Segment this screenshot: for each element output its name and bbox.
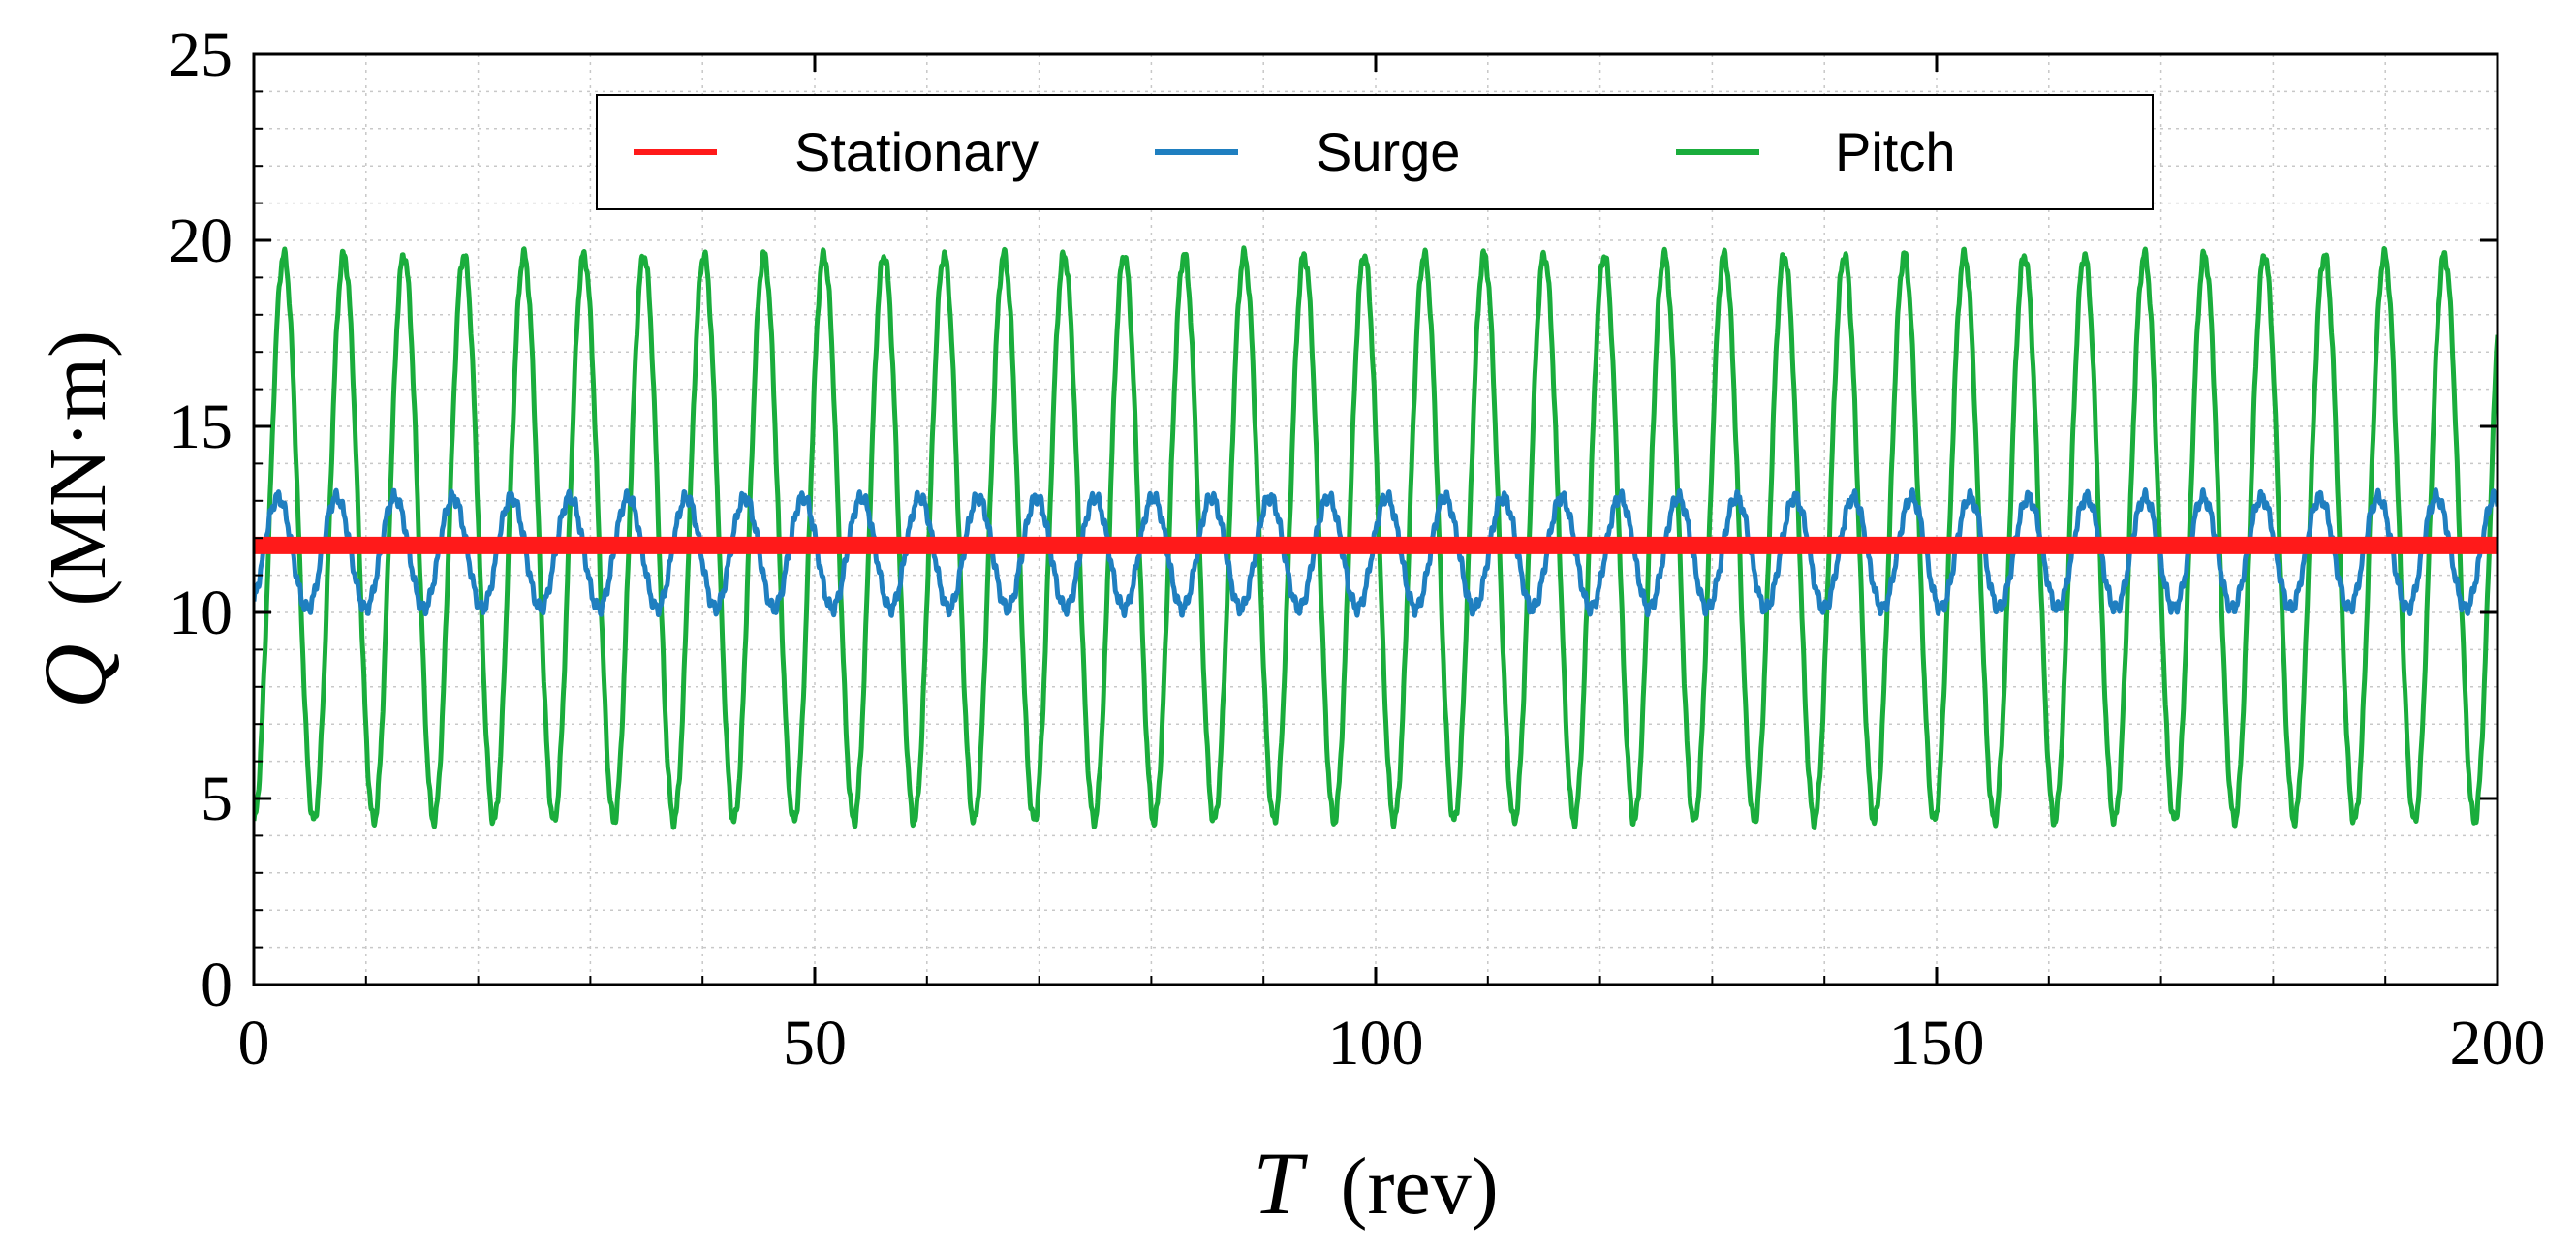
y-tick-label: 15 (169, 391, 233, 462)
y-axis-unit: (MN·m) (33, 330, 123, 607)
x-tick-label: 100 (1328, 1008, 1424, 1079)
x-axis-symbol: T (1253, 1134, 1308, 1233)
x-axis-title: T (rev) (1253, 1134, 1498, 1233)
tick-labels: 0 50 100 150 200 0 5 10 15 20 25 (169, 19, 2546, 1079)
legend-label-surge: Surge (1316, 121, 1460, 182)
x-tick-label: 0 (238, 1008, 270, 1079)
x-tick-label: 50 (783, 1008, 847, 1079)
y-tick-label: 20 (169, 205, 233, 276)
y-tick-label: 25 (169, 19, 233, 90)
x-tick-label: 200 (2450, 1008, 2546, 1079)
legend: Stationary Surge Pitch (596, 94, 2154, 210)
y-axis-title: Q (MN·m) (25, 330, 124, 708)
x-axis-unit: (rev) (1340, 1142, 1498, 1232)
y-axis-symbol: Q (25, 644, 124, 708)
series-surge (254, 487, 2498, 619)
legend-box (596, 94, 2154, 210)
y-tick-label: 5 (201, 764, 233, 834)
y-tick-label: 0 (201, 950, 233, 1020)
series-pitch (254, 245, 2498, 830)
series-layer (254, 245, 2498, 830)
y-tick-label: 10 (169, 578, 233, 648)
legend-label-pitch: Pitch (1835, 121, 1956, 182)
x-tick-label: 150 (1889, 1008, 1985, 1079)
legend-label-stationary: Stationary (794, 121, 1039, 182)
ticks (252, 52, 2499, 986)
